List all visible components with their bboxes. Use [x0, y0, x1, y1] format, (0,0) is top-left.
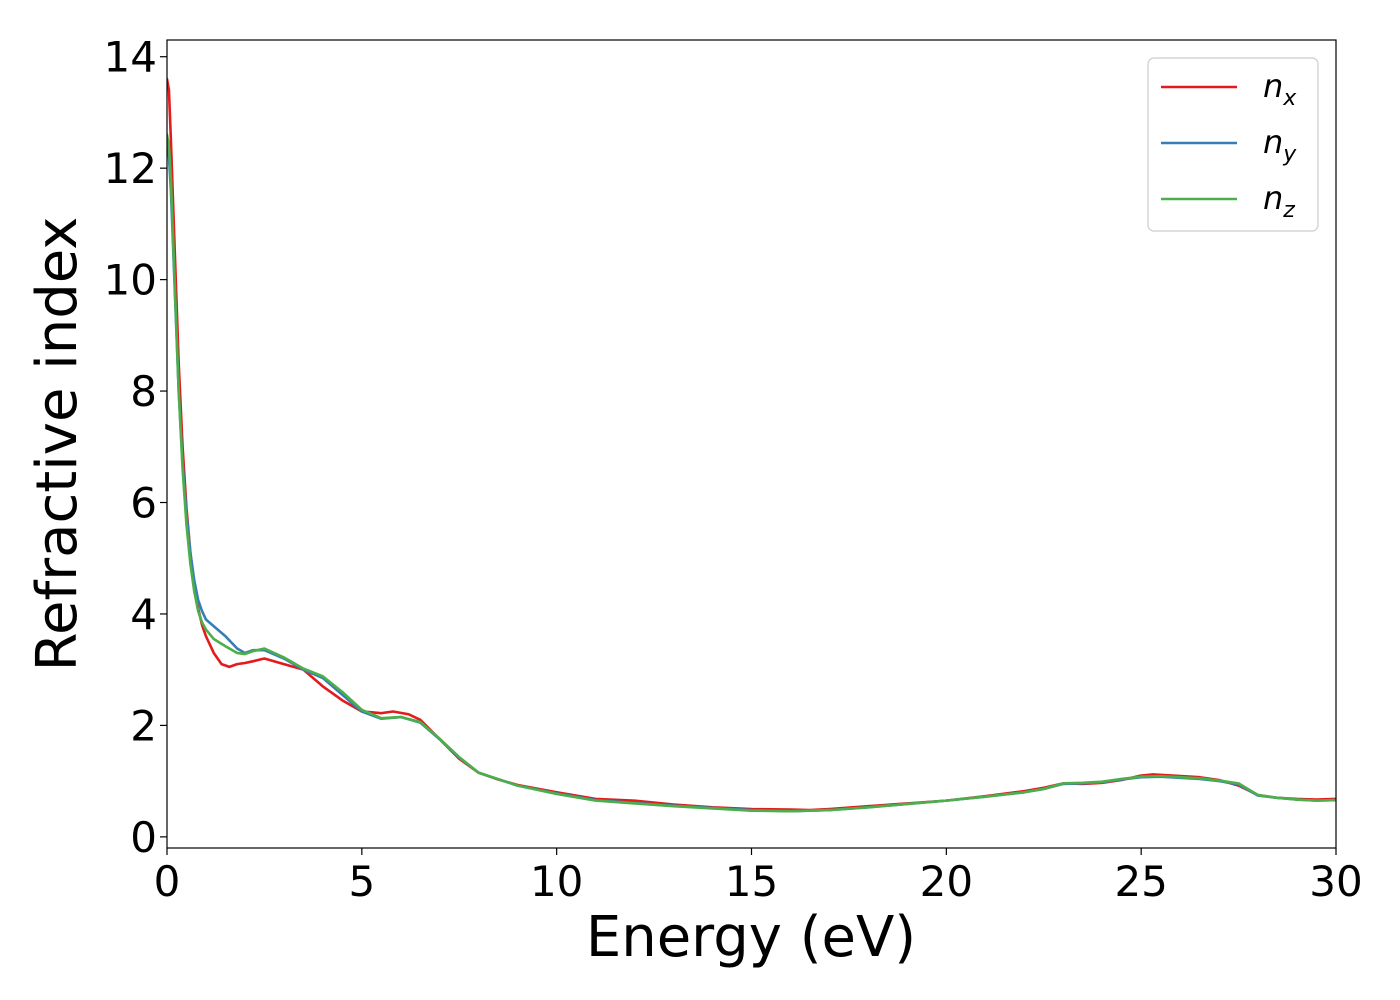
legend-label-nx: nx	[1263, 67, 1297, 111]
x-tick-label: 0	[154, 857, 181, 906]
series-layer	[167, 77, 1336, 813]
y-axis: 0 2 4 6 8 10 12 14	[104, 33, 167, 862]
series-line-ny	[167, 144, 1336, 813]
y-tick-label: 10	[104, 256, 157, 305]
series-line-nz	[167, 133, 1336, 813]
y-tick-label: 0	[130, 813, 157, 862]
x-tick-label: 15	[725, 857, 778, 906]
legend-label-subscript: y	[1282, 142, 1297, 167]
y-tick-label: 2	[130, 701, 157, 750]
legend-label-nz: nz	[1263, 179, 1295, 223]
x-axis-title: Energy (eV)	[586, 905, 916, 970]
legend-label-base: n	[1263, 123, 1283, 161]
legend-label-subscript: x	[1282, 86, 1297, 111]
legend-box	[1147, 57, 1319, 232]
y-tick-label: 4	[130, 590, 157, 639]
x-tick-label: 25	[1114, 857, 1167, 906]
y-tick-label: 8	[130, 367, 157, 416]
legend-label-ny: ny	[1263, 123, 1297, 167]
x-tick-label: 10	[530, 857, 583, 906]
x-tick-label: 20	[920, 857, 973, 906]
legend-label-subscript: z	[1282, 198, 1295, 223]
legend-label-base: n	[1263, 67, 1283, 105]
y-tick-label: 14	[104, 33, 157, 82]
y-axis-title: Refractive index	[25, 217, 90, 672]
y-tick-label: 6	[130, 479, 157, 528]
y-tick-label: 12	[104, 144, 157, 193]
x-axis: 0 5 10 15 20 25 30	[154, 848, 1363, 906]
x-tick-label: 30	[1309, 857, 1362, 906]
x-tick-label: 5	[348, 857, 375, 906]
legend-label-base: n	[1263, 179, 1283, 217]
